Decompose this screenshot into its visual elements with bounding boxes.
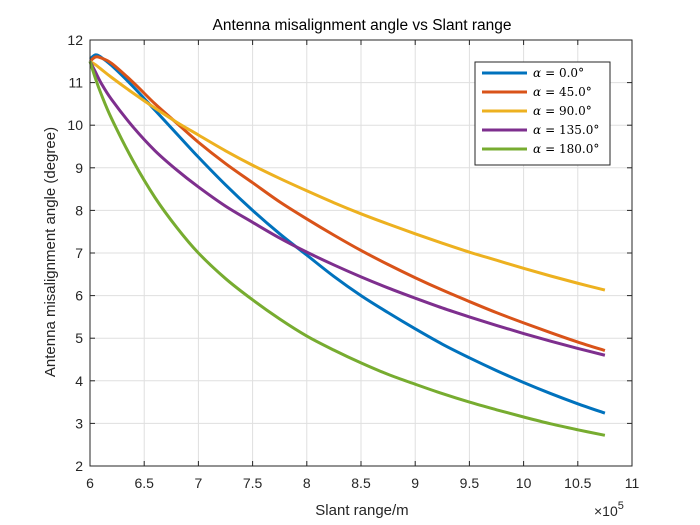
series-line-3 [88, 60, 606, 357]
y-tick-label: 3 [75, 415, 83, 431]
y-tick-label: 10 [67, 117, 83, 133]
series-line-4 [88, 60, 606, 437]
series-layer [88, 53, 606, 437]
legend-label-4: α = 180.0° [533, 142, 599, 156]
series-line-2 [89, 60, 606, 292]
x-tick-label: 10.5 [564, 475, 591, 491]
y-tick-label: 7 [75, 245, 83, 261]
tick-labels: 6 6.5 7 7.5 8 8.5 9 9.5 10 10.5 11 2 3 4 5 6 7 8 9 10 11 12 [67, 32, 639, 491]
y-tick-label: 9 [75, 160, 83, 176]
legend-value: = 135.0° [545, 123, 599, 137]
x-tick-label: 9.5 [460, 475, 480, 491]
legend-label-2: α = 90.0° [533, 104, 592, 118]
legend-symbol: α [533, 85, 541, 99]
y-axis-label: Antenna misalignment angle (degree) [42, 127, 59, 377]
svg-text:×105: ×105 [594, 500, 624, 519]
legend-symbol: α [533, 66, 541, 80]
x-tick-label: 10 [516, 475, 532, 491]
y-tick-label: 8 [75, 202, 83, 218]
x-tick-label: 11 [625, 475, 640, 491]
y-tick-label: 5 [75, 330, 83, 346]
x-tick-label: 8.5 [351, 475, 371, 491]
x-tick-label: 6 [86, 475, 94, 491]
series-line-0 [89, 53, 606, 415]
y-tick-label: 4 [75, 373, 83, 389]
x-tick-label: 7 [195, 475, 203, 491]
series-line-1 [89, 55, 606, 352]
y-tick-label: 11 [68, 75, 83, 91]
x-tick-label: 8 [303, 475, 311, 491]
legend-value: = 45.0° [545, 85, 592, 99]
y-tick-label: 2 [75, 458, 83, 474]
legend: α = 0.0° α = 45.0° α = 90.0° α = 135.0° α = 180.0… [474, 61, 611, 166]
ticks [89, 39, 633, 467]
x-tick-label: 9 [411, 475, 419, 491]
legend-symbol: α [533, 142, 541, 156]
chart-title: Antenna misalignment angle vs Slant rang… [213, 17, 512, 34]
legend-symbol: α [533, 123, 541, 137]
x-tick-label: 6.5 [134, 475, 154, 491]
x-multiplier-base: ×10 [594, 503, 618, 519]
legend-value: = 0.0° [545, 66, 584, 80]
legend-value: = 180.0° [545, 142, 599, 156]
legend-label-3: α = 135.0° [533, 123, 599, 137]
x-axis-label: Slant range/m [315, 502, 408, 519]
legend-value: = 90.0° [545, 104, 592, 118]
legend-symbol: α [533, 104, 541, 118]
x-axis-multiplier: ×105 [594, 500, 624, 519]
y-tick-label: 12 [67, 32, 83, 48]
legend-label-0: α = 0.0° [533, 66, 584, 80]
y-tick-label: 6 [75, 288, 83, 304]
x-tick-label: 7.5 [243, 475, 263, 491]
legend-label-1: α = 45.0° [533, 85, 592, 99]
x-multiplier-exponent: 5 [618, 500, 624, 512]
